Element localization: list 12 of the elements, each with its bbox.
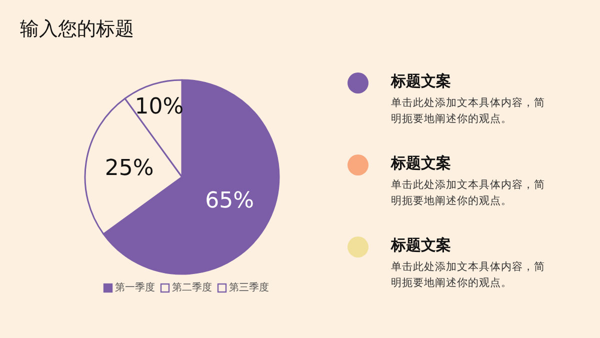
text: 标题文案 [391,236,451,255]
data-label: 25% [104,156,154,182]
text: 标题文案 [391,154,451,173]
text: 标题文案 [391,72,451,91]
text: 单击此处添加文本具体内容，简明扼要地阐述你的观点。 [391,178,546,209]
text: 单击此处添加文本具体内容，简明扼要地阐述你的观点。 [391,260,546,291]
data-label: 65% [205,188,254,214]
legend-label: 第一季度 [115,282,155,294]
chart-title: 输入您的标题 [20,18,134,40]
text: 单击此处添加文本具体内容，简明扼要地阐述你的观点。 [391,96,546,127]
legend-label: 第三季度 [229,282,269,294]
legend-label: 第二季度 [172,282,212,294]
